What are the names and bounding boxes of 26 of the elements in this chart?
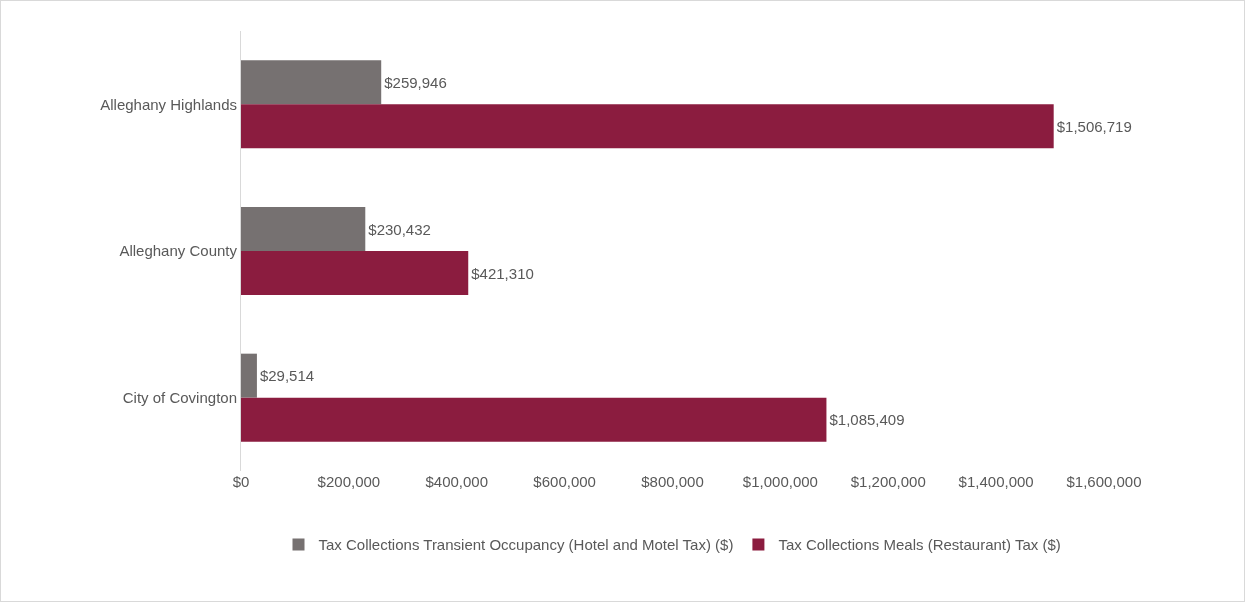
data-label: $230,432 <box>368 220 431 238</box>
bar <box>241 104 1054 149</box>
x-tick-label: $0 <box>232 473 250 490</box>
bar <box>241 397 827 442</box>
legend-label: Tax Collections Transient Occupancy (Hotel and Motel Tax) ($) <box>318 536 734 554</box>
x-tick-label: $1,000,000 <box>742 473 818 490</box>
x-tick-label: $1,200,000 <box>850 473 926 490</box>
x-tick-label: $1,600,000 <box>1066 473 1142 490</box>
data-label: $1,506,719 <box>1056 117 1132 135</box>
data-label: $259,946 <box>384 73 447 91</box>
x-tick-label: $800,000 <box>641 473 704 490</box>
x-tick-label: $600,000 <box>533 473 596 490</box>
data-label: $29,514 <box>259 367 315 385</box>
legend-label: Tax Collections Meals (Restaurant) Tax ($) <box>778 536 1061 554</box>
bar <box>241 207 366 251</box>
x-tick-label: $400,000 <box>425 473 489 490</box>
x-tick-label: $1,400,000 <box>958 473 1034 490</box>
bar <box>241 251 469 295</box>
y-tick-label: Alleghany Highlands <box>100 95 237 113</box>
data-label: $1,085,409 <box>829 411 905 429</box>
x-tick-label: $200,000 <box>317 473 381 490</box>
bar <box>241 60 382 105</box>
y-tick-label: City of Covington <box>122 388 237 406</box>
data-label: $421,310 <box>471 264 534 282</box>
bar <box>241 353 257 398</box>
y-tick-label: Alleghany County <box>119 242 238 260</box>
